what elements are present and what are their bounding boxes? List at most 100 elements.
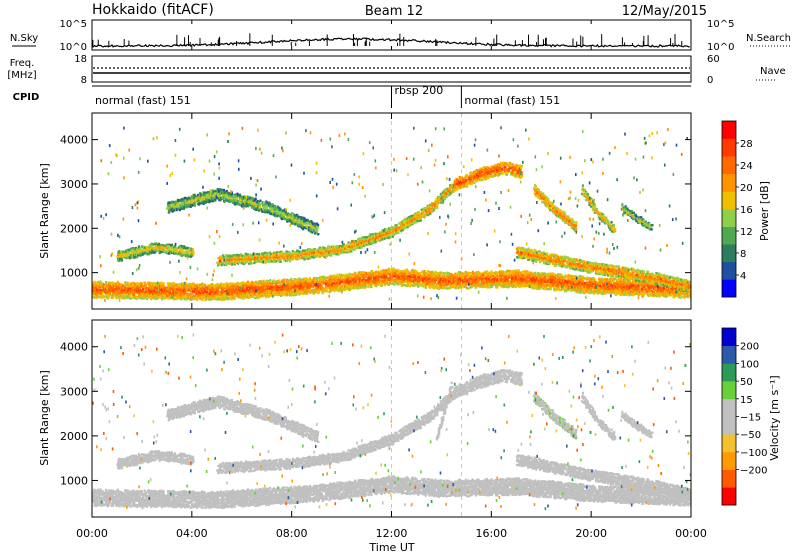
- power-echo-cell: [652, 283, 655, 287]
- power-echo-cell: [650, 293, 653, 297]
- power-echo-cell: [540, 286, 543, 289]
- power-echo-cell: [203, 293, 206, 297]
- power-echo-cell: [293, 278, 296, 281]
- power-echo-cell: [507, 275, 511, 279]
- power-echo-cell: [647, 285, 650, 289]
- power-echo-cell: [498, 278, 501, 281]
- power-echo-cell: [359, 278, 362, 282]
- power-echo-cell: [476, 285, 479, 288]
- power-echo-cell: [665, 287, 668, 290]
- power-echo-cell: [140, 296, 143, 299]
- power-echo-cell: [602, 281, 605, 284]
- power-echo-cell: [515, 273, 518, 276]
- power-echo-cell: [248, 284, 251, 287]
- power-echo-cell: [210, 298, 213, 301]
- power-echo-cell: [375, 284, 378, 288]
- power-echo-cell: [427, 270, 430, 273]
- power-echo-cell: [319, 281, 322, 284]
- power-echo-cell: [191, 291, 194, 295]
- power-echo-cell: [442, 287, 445, 290]
- power-echo-cell: [354, 283, 357, 287]
- power-echo-cell: [619, 289, 622, 292]
- power-echo-cell: [606, 278, 609, 281]
- power-echo-cell: [615, 290, 618, 293]
- power-echo-cell: [670, 285, 673, 288]
- power-echo-cell: [160, 295, 163, 298]
- power-echo-cell: [514, 285, 517, 289]
- power-echo-cell: [599, 285, 602, 288]
- power-echo-cell: [95, 292, 98, 295]
- power-echo-cell: [452, 284, 455, 287]
- power-echo-cell: [631, 280, 634, 283]
- power-echo-cell: [334, 286, 337, 289]
- power-echo-cell: [603, 287, 606, 291]
- power-echo-cell: [472, 277, 475, 280]
- power-echo-cell: [97, 283, 100, 286]
- power-echo-cell: [342, 274, 345, 277]
- power-echo-cell: [416, 273, 419, 277]
- power-echo-cell: [340, 278, 343, 281]
- power-echo-cell: [243, 282, 246, 285]
- power-echo-cell: [506, 278, 510, 282]
- power-echo-cell: [259, 283, 262, 287]
- power-echo-cell: [448, 280, 451, 283]
- power-echo-cell: [582, 275, 585, 279]
- power-echo-cell: [261, 283, 264, 287]
- power-echo-cell: [240, 291, 243, 294]
- power-echo-cell: [426, 276, 429, 279]
- power-echo-cell: [195, 296, 198, 299]
- power-echo-cell: [478, 279, 481, 282]
- power-echo-cell: [418, 272, 421, 275]
- power-echo-cell: [571, 279, 575, 282]
- power-echo-cell: [173, 294, 176, 298]
- power-echo-cell: [665, 295, 668, 298]
- power-echo-cell: [125, 296, 128, 299]
- power-echo-cell: [391, 270, 395, 273]
- freq-tick-top: 18: [74, 54, 87, 65]
- power-echo-cell: [284, 281, 287, 284]
- power-echo-cell: [471, 285, 474, 288]
- power-echo-cell: [551, 273, 554, 277]
- power-echo-cell: [437, 277, 440, 280]
- power-echo-cell: [610, 290, 613, 293]
- power-echo-cell: [580, 278, 583, 281]
- power-echo-cell: [170, 296, 173, 299]
- power-echo-cell: [103, 283, 106, 286]
- power-echo-cell: [451, 282, 454, 285]
- power-echo-cell: [534, 280, 537, 284]
- power-echo-cell: [348, 280, 351, 283]
- power-echo-cell: [435, 286, 438, 289]
- power-echo-cell: [640, 290, 643, 293]
- power-echo-cell: [201, 285, 204, 288]
- power-echo-cell: [603, 289, 606, 292]
- power-echo-cell: [567, 288, 570, 291]
- power-echo-cell: [144, 285, 147, 289]
- power-echo-cell: [280, 292, 283, 295]
- power-echo-cell: [409, 278, 412, 281]
- power-echo-cell: [513, 269, 516, 273]
- power-echo-cell: [494, 283, 497, 286]
- power-echo-cell: [636, 290, 639, 294]
- power-echo-cell: [209, 288, 212, 291]
- power-echo-cell: [226, 283, 229, 286]
- power-echo-cell: [524, 270, 527, 273]
- power-echo-cell: [97, 291, 100, 294]
- power-echo-cell: [347, 284, 351, 287]
- power-echo-cell: [405, 268, 408, 272]
- power-echo-cell: [304, 290, 307, 294]
- power-echo-cell: [324, 287, 328, 291]
- power-echo-cell: [95, 290, 98, 293]
- power-echo-cell: [405, 275, 408, 278]
- power-echo-cell: [409, 282, 412, 285]
- power-echo-cell: [500, 284, 503, 287]
- power-echo-cell: [549, 286, 552, 289]
- power-echo-cell: [479, 284, 482, 287]
- power-echo-cell: [397, 283, 400, 286]
- power-echo-cell: [258, 295, 261, 299]
- power-echo-cell: [656, 289, 659, 292]
- power-echo-cell: [439, 283, 442, 286]
- power-echo-cell: [396, 271, 399, 275]
- power-echo-cell: [322, 287, 325, 290]
- power-echo-cell: [376, 273, 379, 276]
- power-echo-cell: [417, 285, 420, 288]
